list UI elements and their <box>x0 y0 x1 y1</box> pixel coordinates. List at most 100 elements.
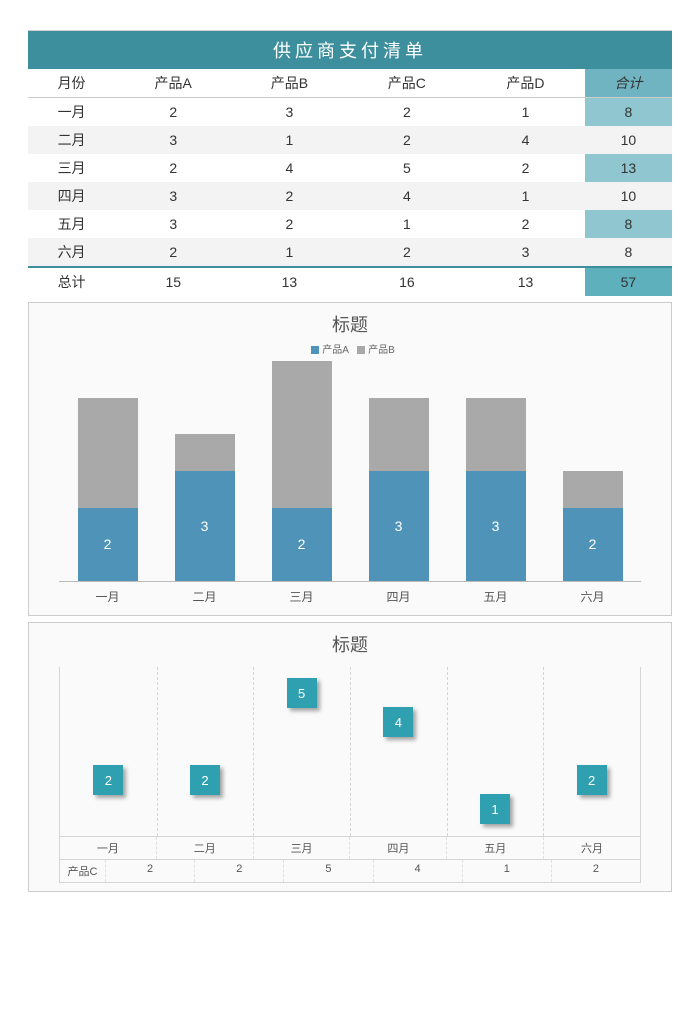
table-cell: 8 <box>585 238 672 267</box>
chart2-x-label: 五月 <box>446 837 543 859</box>
chart2-data-cell: 4 <box>373 860 462 882</box>
table-cell: 2 <box>466 154 585 182</box>
col-prod-d: 产品D <box>466 69 585 98</box>
col-prod-b: 产品B <box>231 69 347 98</box>
table-cell: 10 <box>585 126 672 154</box>
table-cell: 2 <box>115 98 231 127</box>
value-chip: 2 <box>93 765 123 795</box>
chart1-xlabels: 一月二月三月四月五月六月 <box>59 588 641 605</box>
value-chip: 4 <box>383 707 413 737</box>
chart2-x-label: 六月 <box>543 837 640 859</box>
table-cell: 三月 <box>28 154 115 182</box>
table-cell: 8 <box>585 98 672 127</box>
table-cell: 2 <box>115 238 231 267</box>
chart2-title: 标题 <box>29 623 671 661</box>
chart2-x-label: 二月 <box>156 837 253 859</box>
table-total-cell: 总计 <box>28 267 115 296</box>
x-label: 五月 <box>466 588 526 605</box>
chart2-data-cell: 1 <box>462 860 551 882</box>
chart2-data-cell: 2 <box>194 860 283 882</box>
chart1-plot: 232332 <box>59 362 641 582</box>
table-row: 四月324110 <box>28 182 672 210</box>
bar-segment-b <box>272 361 332 508</box>
bar-segment-b <box>563 471 623 508</box>
table-cell: 2 <box>231 182 347 210</box>
table-cell: 3 <box>115 210 231 238</box>
col-total: 合计 <box>585 69 672 98</box>
chart1-legend: 产品A 产品B <box>29 341 671 362</box>
legend-swatch-b <box>357 346 365 354</box>
table-cell: 4 <box>348 182 467 210</box>
table-header-row: 月份 产品A 产品B 产品C 产品D 合计 <box>28 69 672 98</box>
table-cell: 4 <box>231 154 347 182</box>
bar-segment-a: 2 <box>272 508 332 581</box>
bar-column: 2 <box>563 471 623 581</box>
table-cell: 五月 <box>28 210 115 238</box>
col-month: 月份 <box>28 69 115 98</box>
chart2-series-label: 产品C <box>59 860 105 883</box>
table-row: 三月245213 <box>28 154 672 182</box>
chart2-divider <box>157 667 158 836</box>
chart2-xlabels: 一月二月三月四月五月六月 <box>59 837 641 860</box>
bar-column: 3 <box>466 398 526 581</box>
table-cell: 2 <box>348 126 467 154</box>
chart2-data-cell: 2 <box>105 860 194 882</box>
table-total-cell: 16 <box>348 267 467 296</box>
table-cell: 13 <box>585 154 672 182</box>
legend-label-b: 产品B <box>368 345 395 356</box>
table-cell: 8 <box>585 210 672 238</box>
bar-segment-a: 3 <box>369 471 429 581</box>
value-chip: 5 <box>287 678 317 708</box>
table-cell: 2 <box>348 98 467 127</box>
table-cell: 10 <box>585 182 672 210</box>
table-cell: 一月 <box>28 98 115 127</box>
chart2-data-cell: 5 <box>283 860 372 882</box>
page-title: 供应商支付清单 <box>28 30 672 69</box>
bar-segment-a: 3 <box>466 471 526 581</box>
table-cell: 2 <box>348 238 467 267</box>
bar-column: 3 <box>369 398 429 581</box>
chart2-divider <box>447 667 448 836</box>
table-cell: 2 <box>466 210 585 238</box>
chart2-divider <box>543 667 544 836</box>
table-cell: 2 <box>231 210 347 238</box>
bar-segment-a: 2 <box>563 508 623 581</box>
col-prod-c: 产品C <box>348 69 467 98</box>
chart2-x-label: 一月 <box>60 837 156 859</box>
table-cell: 1 <box>466 98 585 127</box>
bar-column: 2 <box>272 361 332 581</box>
chart2-datarow-cells: 225412 <box>105 860 641 883</box>
table-row: 二月312410 <box>28 126 672 154</box>
chart2-x-label: 四月 <box>349 837 446 859</box>
table-cell: 二月 <box>28 126 115 154</box>
bar-column: 3 <box>175 434 235 581</box>
table-total-cell: 57 <box>585 267 672 296</box>
table-row: 一月23218 <box>28 98 672 127</box>
table-cell: 5 <box>348 154 467 182</box>
chart1-panel: 标题 产品A 产品B 232332 一月二月三月四月五月六月 <box>28 302 672 616</box>
table-cell: 4 <box>466 126 585 154</box>
chart2-divider <box>253 667 254 836</box>
chart2-divider <box>350 667 351 836</box>
value-chip: 2 <box>577 765 607 795</box>
chart2-data-cell: 2 <box>551 860 640 882</box>
table-cell: 1 <box>231 126 347 154</box>
table-cell: 2 <box>115 154 231 182</box>
table-cell: 四月 <box>28 182 115 210</box>
supplier-payment-table: 月份 产品A 产品B 产品C 产品D 合计 一月23218二月312410三月2… <box>28 69 672 296</box>
table-cell: 3 <box>466 238 585 267</box>
chart2-x-label: 三月 <box>253 837 350 859</box>
bar-segment-b <box>78 398 138 508</box>
table-total-cell: 13 <box>231 267 347 296</box>
x-label: 三月 <box>272 588 332 605</box>
table-cell: 1 <box>466 182 585 210</box>
bar-segment-a: 2 <box>78 508 138 581</box>
table-row: 六月21238 <box>28 238 672 267</box>
bar-segment-b <box>466 398 526 471</box>
chart1-title: 标题 <box>29 303 671 341</box>
table-body: 一月23218二月312410三月245213四月324110五月32128六月… <box>28 98 672 297</box>
chart2-panel: 标题 225412 一月二月三月四月五月六月 产品C 225412 <box>28 622 672 892</box>
x-label: 二月 <box>175 588 235 605</box>
table-cell: 1 <box>231 238 347 267</box>
bar-segment-b <box>175 434 235 471</box>
